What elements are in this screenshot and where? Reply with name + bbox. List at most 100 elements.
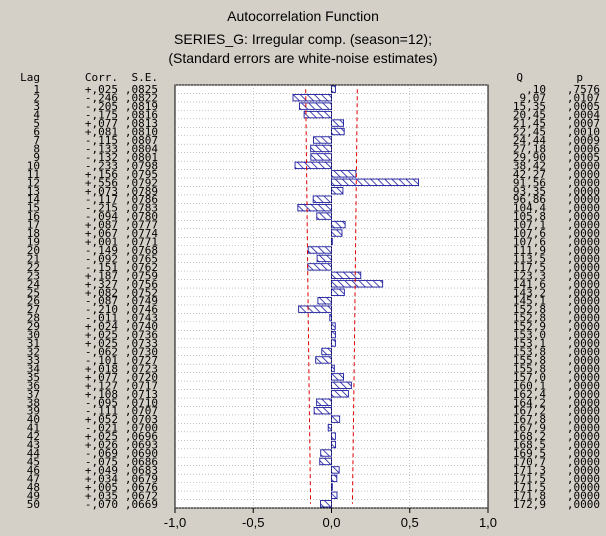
q-label: 93,35 <box>513 185 546 198</box>
q-label: 152,8 <box>513 312 546 325</box>
q-label: 153,1 <box>513 337 546 350</box>
q-label: 21,45 <box>513 117 546 130</box>
lag-label: 5 <box>33 117 40 130</box>
se-label: ,0819 <box>125 100 158 113</box>
corr-label: +,024 <box>85 320 118 333</box>
corr-label: +,187 <box>85 269 118 282</box>
header-lag: Lag <box>20 71 40 84</box>
corr-label: +,025 <box>85 430 118 443</box>
corr-label: +,052 <box>85 413 118 426</box>
q-label: 164,2 <box>513 396 546 409</box>
p-label: ,7576 <box>567 83 600 96</box>
se-label: ,0816 <box>125 109 158 122</box>
q-label: 27,18 <box>513 142 546 155</box>
acf-bar <box>331 170 357 178</box>
corr-label: -,101 <box>85 354 118 367</box>
p-label: ,0000 <box>567 320 600 333</box>
corr-label: -,132 <box>85 151 118 164</box>
corr-label: -,133 <box>85 142 118 155</box>
p-label: ,0000 <box>567 464 600 477</box>
p-label: ,0000 <box>567 329 600 342</box>
acf-bar <box>312 195 332 203</box>
corr-label: -,011 <box>85 312 118 325</box>
corr-label: -,115 <box>85 134 118 147</box>
acf-bar <box>329 313 332 322</box>
se-label: ,0693 <box>125 439 158 452</box>
lag-label: 13 <box>27 185 40 198</box>
q-label: 9,07 <box>520 92 547 105</box>
chart-title: Autocorrelation Function <box>227 8 379 24</box>
acf-bar <box>331 178 419 186</box>
corr-label: -,151 <box>85 261 118 274</box>
p-label: ,0107 <box>567 92 600 105</box>
lag-label: 29 <box>27 320 40 333</box>
p-label: ,0005 <box>567 100 600 113</box>
p-label: ,0000 <box>567 472 600 485</box>
se-label: ,0717 <box>125 379 158 392</box>
se-label: ,0686 <box>125 455 158 468</box>
p-label: ,0000 <box>567 185 600 198</box>
lag-label: 44 <box>27 447 41 460</box>
lag-label: 50 <box>27 498 40 511</box>
acf-bar <box>298 305 332 313</box>
acf-bar <box>316 212 332 220</box>
acf-bar <box>331 440 337 449</box>
upper-confidence-limit <box>351 89 358 504</box>
corr-label: -,215 <box>85 202 118 215</box>
lag-label: 46 <box>27 464 40 477</box>
q-label: 171,8 <box>513 489 546 502</box>
se-label: ,0696 <box>125 430 158 443</box>
se-label: ,0683 <box>125 464 158 477</box>
p-label: ,0000 <box>567 210 600 223</box>
se-label: ,0679 <box>125 472 158 485</box>
acf-bar <box>316 254 332 263</box>
corr-label: -,233 <box>85 159 118 172</box>
lag-label: 25 <box>27 286 40 299</box>
acf-bar <box>331 220 346 229</box>
se-label: ,0759 <box>125 269 158 282</box>
q-label: 107,6 <box>513 236 546 249</box>
lag-label: 28 <box>27 312 40 325</box>
acf-bar <box>331 288 345 296</box>
q-label: 160,1 <box>513 379 546 392</box>
acf-bar <box>317 297 332 305</box>
se-label: ,0713 <box>125 388 158 401</box>
header-corr: Corr. <box>85 71 118 84</box>
p-label: ,0005 <box>567 151 600 164</box>
x-tick-label: -1,0 <box>164 515 186 530</box>
p-label: ,0000 <box>567 312 600 325</box>
p-label: ,0004 <box>567 109 600 122</box>
se-label: ,0690 <box>125 447 158 460</box>
lag-label: 1 <box>33 83 40 96</box>
q-label: 143,2 <box>513 286 546 299</box>
lag-label: 45 <box>27 455 40 468</box>
p-label: ,0000 <box>567 168 600 181</box>
se-label: ,0672 <box>125 489 158 502</box>
acf-bar <box>310 153 332 161</box>
se-label: ,0733 <box>125 337 158 350</box>
lag-label: 43 <box>27 439 40 452</box>
p-label: ,0000 <box>567 413 600 426</box>
q-label: 145,1 <box>513 295 546 308</box>
p-label: ,0009 <box>567 134 600 147</box>
corr-label: -,246 <box>85 92 118 105</box>
q-label: 15,35 <box>513 100 546 113</box>
se-label: ,0822 <box>125 92 158 105</box>
chart-subtitle-1: SERIES_G: Irregular comp. (season=12); <box>174 31 432 47</box>
lag-label: 16 <box>27 210 40 223</box>
corr-label: +,005 <box>85 481 118 494</box>
corr-label: +,001 <box>85 236 118 249</box>
p-label: ,0006 <box>567 142 600 155</box>
lag-label: 40 <box>27 413 40 426</box>
lag-label: 21 <box>27 252 40 265</box>
q-label: 38,42 <box>513 159 546 172</box>
se-label: ,0740 <box>125 320 158 333</box>
lag-label: 30 <box>27 329 40 342</box>
lag-label: 18 <box>27 227 40 240</box>
p-label: ,0000 <box>567 278 600 291</box>
p-label: ,0000 <box>567 455 600 468</box>
se-label: ,0752 <box>125 286 158 299</box>
corr-label: +,127 <box>85 379 118 392</box>
acf-bar <box>331 483 333 491</box>
corr-label: +,034 <box>85 472 118 485</box>
